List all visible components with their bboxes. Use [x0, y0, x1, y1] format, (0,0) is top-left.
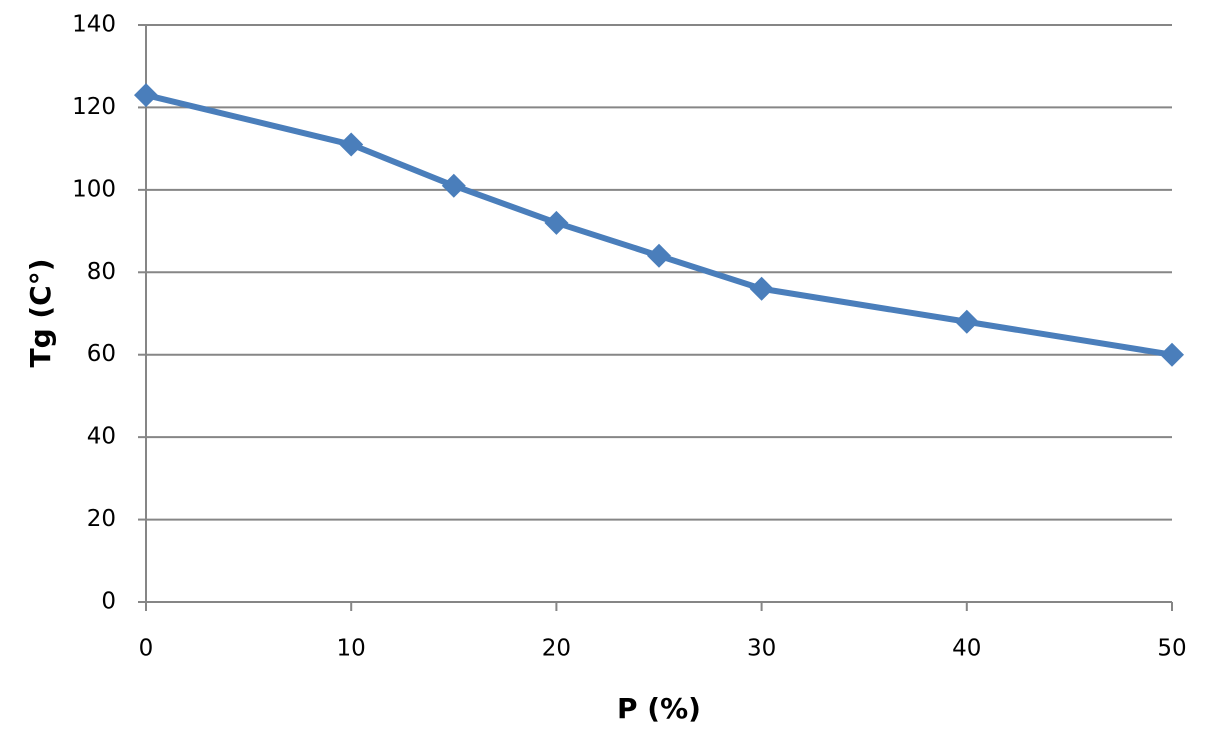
x-axis-title: P (%) [617, 692, 701, 725]
line [145, 92, 1173, 358]
x-tick-label: 20 [542, 636, 571, 662]
marker [954, 309, 979, 334]
x-tick-label: 10 [337, 636, 366, 662]
marker [749, 276, 774, 301]
y-tick-label: 20 [87, 506, 116, 532]
marker [441, 173, 466, 198]
y-tick-label: 0 [101, 589, 116, 615]
x-tick-label: 30 [747, 636, 776, 662]
marker [339, 132, 364, 157]
x-tick-label: 0 [139, 636, 154, 662]
marker [1160, 342, 1184, 367]
y-tick-label: 120 [72, 94, 116, 120]
y-tick-label: 40 [87, 424, 116, 450]
marker [647, 243, 671, 268]
y-tick-label: 100 [72, 176, 116, 202]
marker [544, 210, 569, 235]
marker [134, 83, 158, 108]
y-axis-title: Tg (C°) [24, 258, 57, 367]
y-tick-label: 80 [87, 259, 116, 285]
y-tick-label: 140 [72, 12, 116, 38]
y-tick-label: 60 [87, 341, 116, 367]
x-tick-label: 50 [1157, 636, 1186, 662]
x-tick-label: 40 [952, 636, 981, 662]
